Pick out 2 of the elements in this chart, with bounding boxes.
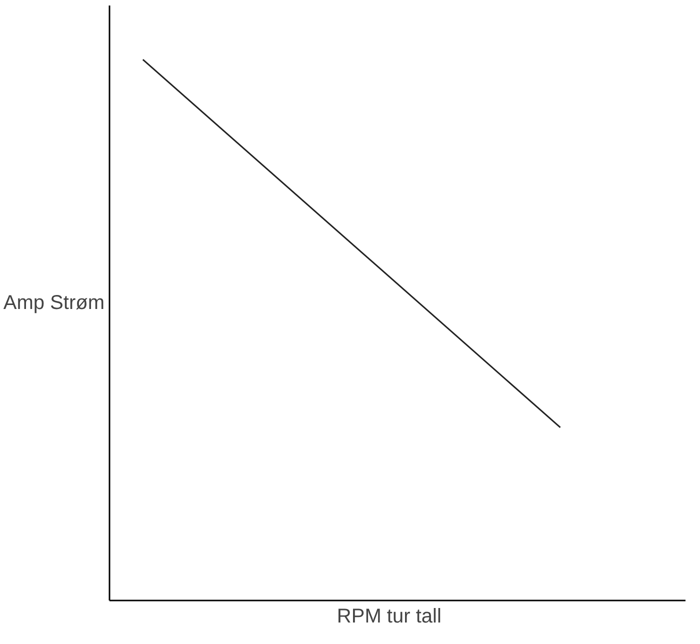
y-axis-title: Amp Strøm <box>3 292 105 314</box>
x-axis-title: RPM tur tall <box>336 606 442 628</box>
